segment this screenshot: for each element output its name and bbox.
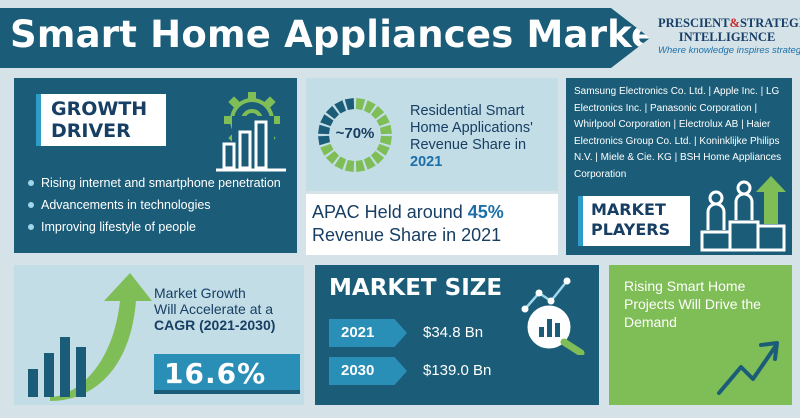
growth-driver-list: Rising internet and smartphone penetrati… (26, 176, 288, 242)
market-size-year: 2030 (341, 362, 375, 379)
donut-segment-filled (379, 124, 392, 135)
donut-segment-filled (344, 159, 355, 172)
donut-segment-filled (363, 156, 376, 170)
market-size-row-2021: 2021 $34.8 Bn (329, 319, 599, 347)
growth-arrow-icon (28, 273, 152, 401)
magnifier-chart-icon (521, 277, 585, 355)
rising-projects-panel: Rising Smart Home Projects Will Drive th… (609, 265, 792, 405)
donut-segment-empty (344, 98, 355, 111)
logo-word-strategic: STRATEGIC (739, 16, 800, 30)
cagr-value-box: 16.6% (154, 354, 300, 394)
list-item: Rising internet and smartphone penetrati… (26, 176, 288, 190)
cagr-panel: Market Growth Will Accelerate at a CAGR … (14, 265, 304, 405)
logo-tagline: Where knowledge inspires strategy (658, 45, 800, 56)
list-item: Advancements in technologies (26, 198, 288, 212)
market-size-year: 2021 (341, 324, 375, 341)
donut-segment-filled (363, 100, 376, 114)
share-donut-chart (318, 98, 392, 172)
donut-segment-empty (320, 114, 334, 127)
residential-share-panel: ~70% Residential Smart Home Applications… (306, 78, 558, 191)
donut-segment-empty (318, 124, 331, 135)
market-size-heading: MARKET SIZE (329, 275, 503, 301)
growth-driver-panel: GROWTH DRIVER Rising internet and smartp… (14, 78, 297, 253)
trend-arrow-icon (717, 341, 779, 395)
market-size-panel: MARKET SIZE 2021 $34.8 Bn 2030 $139.0 Bn (315, 265, 599, 405)
logo-word-intelligence: INTELLIGENCE (678, 30, 776, 44)
apac-share-panel: APAC Held around 45% Revenue Share in 20… (306, 194, 558, 255)
donut-segment-filled (355, 98, 366, 111)
residential-share-text: Residential Smart Home Applications' Rev… (410, 103, 560, 171)
market-players-heading: MARKET PLAYERS (578, 196, 690, 246)
donut-segment-empty (318, 135, 331, 146)
gear-chart-icon (216, 92, 286, 172)
year-tag (329, 357, 407, 385)
donut-segment-filled (334, 156, 347, 170)
list-item: Improving lifestyle of people (26, 220, 288, 234)
donut-segment-empty (334, 100, 347, 114)
year-tag (329, 319, 407, 347)
donut-segment-filled (320, 143, 334, 156)
title-banner: Smart Home Appliances Market (0, 8, 650, 68)
cagr-value: 16.6% (164, 357, 267, 390)
company-logo: PRESCIENT&STRATEGIC INTELLIGENCE Where k… (658, 16, 800, 68)
market-size-value: $34.8 Bn (423, 324, 484, 341)
players-podium-icon (700, 176, 786, 252)
apac-percent: 45% (467, 202, 504, 222)
rising-projects-text: Rising Smart Home Projects Will Drive th… (624, 278, 761, 330)
page-title: Smart Home Appliances Market (10, 13, 675, 56)
donut-segment-filled (371, 151, 385, 165)
donut-segment-filled (379, 135, 392, 146)
donut-segment-filled (376, 143, 390, 156)
donut-segment-filled (371, 105, 385, 119)
share-percent-label: ~70% (335, 125, 375, 142)
donut-segment-filled (376, 114, 390, 127)
donut-segment-filled (325, 151, 339, 165)
market-size-value: $139.0 Bn (423, 362, 492, 379)
market-players-panel: Samsung Electronics Co. Ltd. | Apple Inc… (566, 78, 792, 255)
cagr-period: CAGR (2021-2030) (154, 317, 276, 333)
donut-segment-empty (325, 105, 339, 119)
cagr-text: Market Growth Will Accelerate at a CAGR … (154, 285, 304, 333)
logo-ampersand: & (729, 16, 740, 30)
apac-share-text: APAC Held around 45% Revenue Share in 20… (312, 202, 504, 245)
residential-share-year: 2021 (410, 154, 443, 170)
market-players-list: Samsung Electronics Co. Ltd. | Apple Inc… (574, 86, 782, 180)
logo-word-prescient: PRESCIENT (658, 16, 730, 30)
market-size-row-2030: 2030 $139.0 Bn (329, 357, 599, 385)
growth-driver-heading: GROWTH DRIVER (36, 94, 166, 146)
donut-segment-filled (355, 159, 366, 172)
